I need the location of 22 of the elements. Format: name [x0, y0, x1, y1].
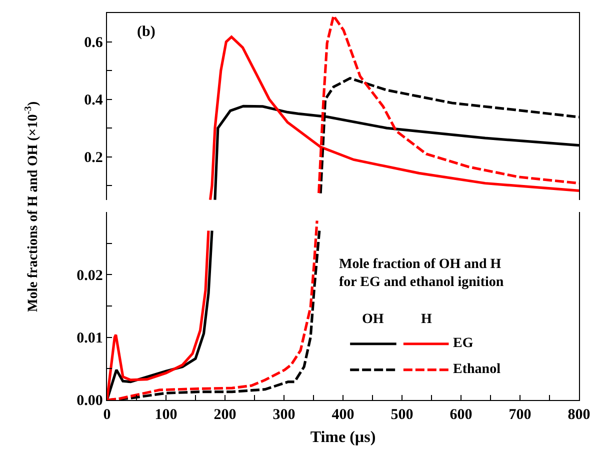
annotation: OH — [362, 312, 384, 327]
x-tick-label: 600 — [450, 407, 472, 424]
y-tick-label: 0.4 — [84, 92, 104, 109]
legend-title: Mole fraction of OH and H for EG and ethanol ignition — [339, 257, 504, 290]
annotation: H — [421, 312, 432, 327]
x-tick-label: 300 — [272, 407, 296, 424]
x-tick-label: 200 — [214, 407, 236, 424]
x-tick-label: 400 — [332, 407, 354, 424]
y-tick-label: 0.02 — [76, 268, 103, 284]
y-tick-label: 0.6 — [84, 35, 104, 52]
annotation: (b) — [137, 24, 156, 40]
y-tick-label: 0.01 — [76, 330, 103, 347]
legend-label: Ethanol — [453, 362, 501, 377]
x-tick-label: 800 — [568, 407, 590, 424]
x-axis-title: Time (µs) — [310, 428, 376, 446]
x-tick-label: 500 — [390, 407, 414, 424]
x-tick-label: 100 — [154, 407, 178, 424]
legend-label: EG — [453, 336, 474, 351]
x-tick-label: 700 — [508, 407, 532, 424]
y-tick-label: 0.2 — [84, 150, 103, 166]
x-tick-label: 0 — [103, 407, 111, 424]
y-tick-label: 0.00 — [76, 393, 103, 410]
